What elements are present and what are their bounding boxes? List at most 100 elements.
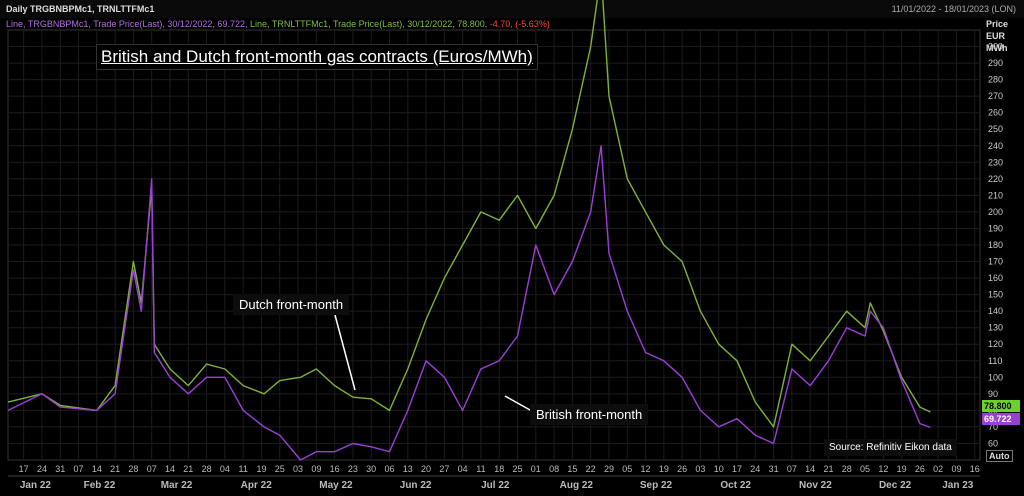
x-tick-label: 17 — [732, 464, 742, 474]
x-tick-label: 26 — [677, 464, 687, 474]
x-tick-label: 11 — [476, 464, 485, 474]
x-month-label: Jan 23 — [942, 480, 974, 491]
x-month-label: Nov 22 — [799, 480, 832, 491]
chart-header-title: Daily TRGBNBPMc1, TRNLTTFMc1 — [6, 4, 155, 14]
chart-header-bar — [0, 0, 1024, 18]
y-tick-label: 230 — [988, 157, 1003, 167]
y-tick-label: 210 — [988, 190, 1003, 200]
x-tick-label: 07 — [147, 464, 157, 474]
x-month-label: May 22 — [319, 480, 353, 491]
x-tick-label: 10 — [714, 464, 724, 474]
y-tick-label: 160 — [988, 273, 1003, 283]
x-tick-label: 16 — [970, 464, 980, 474]
x-tick-label: 21 — [110, 464, 120, 474]
x-tick-label: 21 — [183, 464, 193, 474]
x-tick-label: 24 — [37, 464, 47, 474]
x-tick-label: 19 — [897, 464, 907, 474]
x-tick-label: 19 — [659, 464, 669, 474]
x-tick-label: 31 — [769, 464, 779, 474]
annotation-pointer-british — [504, 395, 531, 411]
x-tick-label: 28 — [842, 464, 852, 474]
legend-line: Line, TRGBNBPMc1, Trade Price(Last), 30/… — [6, 19, 550, 29]
x-tick-label: 21 — [823, 464, 833, 474]
chart-title: British and Dutch front-month gas contra… — [96, 44, 538, 70]
x-tick-label: 25 — [275, 464, 285, 474]
series-line-dutch — [7, 0, 931, 428]
x-month-label: Apr 22 — [241, 480, 273, 491]
x-tick-label: 15 — [567, 464, 577, 474]
x-tick-label: 22 — [586, 464, 596, 474]
x-tick-label: 17 — [19, 464, 29, 474]
x-tick-label: 30 — [366, 464, 376, 474]
x-tick-label: 29 — [604, 464, 614, 474]
y-tick-label: 170 — [988, 257, 1003, 267]
legend-british: Line, TRGBNBPMc1, Trade Price(Last), 30/… — [6, 19, 248, 29]
x-month-label: Oct 22 — [720, 480, 751, 491]
x-tick-label: 28 — [202, 464, 212, 474]
annotation-british: British front-month — [530, 404, 649, 425]
legend-dutch: Line, TRNLTTFMc1, Trade Price(Last), 30/… — [249, 19, 488, 29]
x-month-label: Jan 22 — [20, 480, 52, 491]
y-tick-label: 280 — [988, 75, 1003, 85]
x-month-label: Jun 22 — [400, 480, 432, 491]
x-tick-label: 01 — [531, 464, 541, 474]
x-tick-label: 07 — [74, 464, 84, 474]
y-tick-label: 300 — [988, 42, 1003, 52]
series-line-british — [7, 145, 931, 461]
x-tick-label: 14 — [165, 464, 175, 474]
x-tick-label: 04 — [458, 464, 468, 474]
x-tick-label: 28 — [128, 464, 138, 474]
y-tick-label: 90 — [988, 389, 998, 399]
y-tick-label: 200 — [988, 207, 1003, 217]
x-tick-label: 04 — [220, 464, 230, 474]
x-tick-label: 14 — [92, 464, 102, 474]
unit-mwh: MWh — [986, 43, 1008, 53]
x-tick-label: 19 — [256, 464, 266, 474]
x-tick-label: 25 — [513, 464, 523, 474]
x-tick-label: 27 — [439, 464, 449, 474]
x-tick-label: 23 — [348, 464, 358, 474]
x-tick-label: 02 — [933, 464, 943, 474]
annotation-pointer-dutch — [334, 314, 356, 391]
y-tick-label: 220 — [988, 174, 1003, 184]
y-tick-label: 130 — [988, 323, 1003, 333]
x-tick-label: 26 — [915, 464, 925, 474]
x-tick-label: 12 — [878, 464, 888, 474]
y-tick-label: 140 — [988, 306, 1003, 316]
y-tick-label: 120 — [988, 339, 1003, 349]
y-tick-label: 180 — [988, 240, 1003, 250]
x-tick-label: 05 — [622, 464, 632, 474]
x-month-label: Dec 22 — [879, 480, 912, 491]
y-tick-label: 290 — [988, 58, 1003, 68]
y-tick-label: 70 — [988, 422, 998, 432]
x-tick-label: 31 — [55, 464, 65, 474]
x-month-label: Sep 22 — [640, 480, 673, 491]
x-tick-label: 11 — [238, 464, 247, 474]
unit-eur: EUR — [986, 31, 1006, 41]
x-tick-label: 12 — [641, 464, 651, 474]
x-tick-label: 09 — [311, 464, 321, 474]
x-tick-label: 24 — [750, 464, 760, 474]
y-tick-label: 250 — [988, 124, 1003, 134]
x-month-label: Feb 22 — [84, 480, 116, 491]
x-tick-label: 05 — [860, 464, 870, 474]
x-tick-label: 16 — [330, 464, 340, 474]
x-tick-label: 06 — [384, 464, 394, 474]
x-tick-label: 03 — [293, 464, 303, 474]
last-value-dutch: 78.800 — [982, 400, 1020, 412]
y-tick-label: 110 — [988, 356, 1002, 366]
y-tick-label: 150 — [988, 290, 1003, 300]
x-tick-label: 20 — [421, 464, 431, 474]
date-range: 11/01/2022 - 18/01/2023 (LON) — [891, 4, 1016, 14]
x-tick-label: 08 — [549, 464, 559, 474]
source-note: Source: Refinitiv Eikon data — [824, 439, 957, 456]
unit-price: Price — [986, 19, 1009, 29]
y-tick-label: 260 — [988, 108, 1003, 118]
auto-scale-button[interactable]: Auto — [986, 450, 1013, 462]
x-month-label: Aug 22 — [560, 480, 594, 491]
x-tick-label: 09 — [951, 464, 961, 474]
x-tick-label: 13 — [403, 464, 413, 474]
annotation-dutch: Dutch front-month — [233, 294, 350, 315]
x-tick-label: 07 — [787, 464, 797, 474]
